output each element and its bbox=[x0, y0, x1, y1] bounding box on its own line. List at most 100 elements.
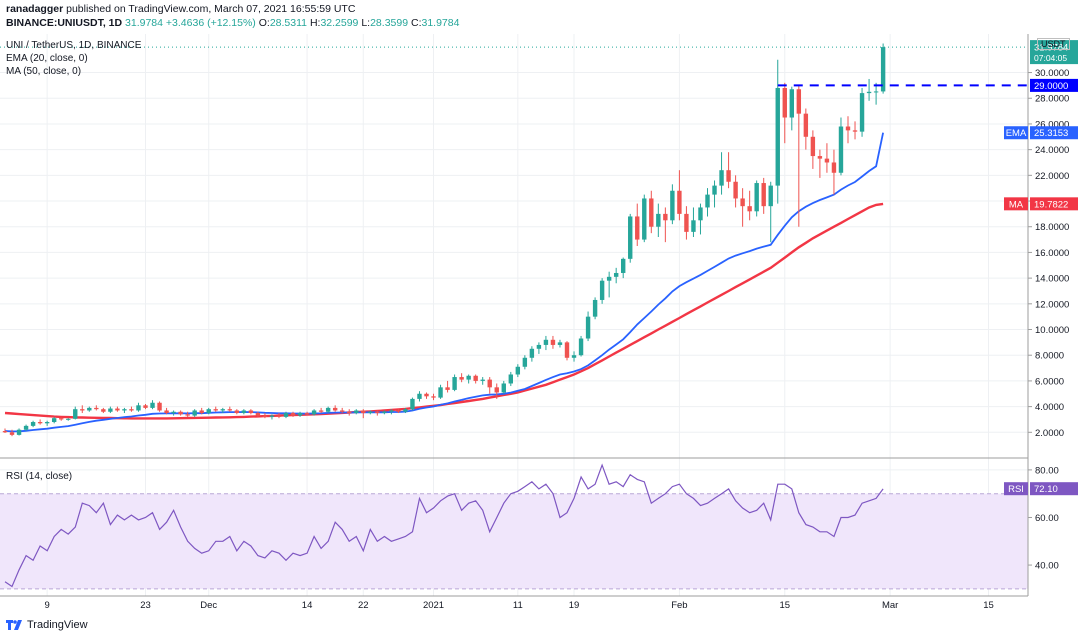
rsi-tag-value-bg bbox=[1030, 482, 1078, 496]
rsi-axis-ticks: 40.00 60.00 80.00 bbox=[1028, 465, 1059, 572]
candle-body bbox=[480, 379, 485, 381]
candle bbox=[318, 407, 324, 414]
candle-body bbox=[684, 213, 689, 232]
candle-body bbox=[178, 411, 183, 415]
candle bbox=[136, 402, 141, 412]
time-tick-label: 14 bbox=[302, 600, 313, 611]
candle bbox=[150, 400, 155, 410]
candle-body bbox=[761, 183, 766, 207]
time-tick-label: Mar bbox=[882, 600, 898, 611]
candle-body bbox=[754, 183, 759, 212]
ema-tag-value: 25.3153 bbox=[1034, 128, 1068, 139]
candle bbox=[255, 411, 261, 417]
candle bbox=[297, 411, 303, 417]
high-value: 32.2599 bbox=[320, 17, 359, 29]
candle bbox=[599, 278, 605, 304]
candle-body bbox=[642, 198, 647, 240]
candle bbox=[635, 203, 640, 246]
candle-body bbox=[164, 410, 169, 414]
candle bbox=[108, 406, 113, 414]
ema-tag-label: EMA bbox=[1006, 128, 1027, 139]
tradingview-footer[interactable]: TradingView bbox=[6, 619, 88, 631]
candle bbox=[466, 374, 471, 384]
open-value: 28.5311 bbox=[269, 17, 308, 29]
price-change: +3.4636 (+12.15%) bbox=[165, 17, 256, 29]
candle-body bbox=[775, 87, 780, 186]
candle-body bbox=[241, 410, 247, 414]
candle bbox=[276, 413, 282, 419]
candle-body bbox=[817, 156, 823, 159]
rsi-tick-label: 80.00 bbox=[1035, 465, 1059, 476]
candle bbox=[803, 108, 809, 150]
price-tick-label: 22.0000 bbox=[1035, 171, 1069, 182]
candle bbox=[178, 410, 183, 416]
candle bbox=[66, 418, 71, 421]
candle-body bbox=[318, 410, 324, 412]
level-tag: 29.0000 bbox=[1030, 78, 1078, 92]
candle bbox=[817, 149, 823, 178]
candle-body bbox=[606, 276, 612, 281]
candle-body bbox=[698, 207, 703, 221]
candle bbox=[838, 117, 844, 176]
ohlc-line: BINANCE:UNIUSDT, 1D 31.9784 +3.4636 (+12… bbox=[6, 17, 459, 29]
candle-body bbox=[276, 415, 282, 417]
candle-body bbox=[234, 410, 240, 414]
candle-body bbox=[705, 194, 710, 208]
candle-body bbox=[87, 407, 92, 411]
price-tick-label: 18.0000 bbox=[1035, 222, 1069, 233]
candle-body bbox=[789, 89, 794, 118]
time-tick-label: 22 bbox=[358, 600, 369, 611]
candle-body bbox=[304, 413, 310, 415]
candle bbox=[515, 364, 521, 378]
candle-body bbox=[733, 181, 738, 199]
price-tick-label: 10.0000 bbox=[1035, 325, 1069, 336]
candle bbox=[719, 152, 724, 195]
candles bbox=[2, 43, 886, 437]
currency-label[interactable]: USDT bbox=[1037, 38, 1070, 50]
rsi-tag-label-bg bbox=[1004, 482, 1028, 496]
candle bbox=[585, 311, 591, 342]
candle-body bbox=[635, 216, 640, 240]
time-tick-label: Feb bbox=[671, 600, 687, 611]
candle bbox=[368, 410, 373, 415]
candle bbox=[340, 407, 345, 414]
candle bbox=[283, 411, 289, 419]
publisher-name[interactable]: ranadagger bbox=[6, 3, 64, 15]
candle-body bbox=[621, 258, 626, 273]
candle-body bbox=[628, 216, 633, 259]
candle bbox=[199, 407, 204, 415]
candle bbox=[698, 203, 703, 235]
candle-body bbox=[838, 126, 844, 173]
candle bbox=[487, 377, 492, 394]
candle bbox=[747, 190, 752, 221]
candle-body bbox=[880, 47, 886, 92]
candle-body bbox=[23, 425, 29, 430]
legend-main: UNI / TetherUS, 1D, BINANCE bbox=[6, 40, 142, 51]
candle-body bbox=[44, 422, 50, 424]
candle bbox=[649, 190, 654, 234]
candle bbox=[122, 407, 127, 414]
candle bbox=[375, 410, 380, 416]
candle-body bbox=[824, 158, 830, 163]
candle bbox=[789, 86, 794, 131]
time-tick-label: 15 bbox=[983, 600, 994, 611]
level-tag-value: 29.0000 bbox=[1034, 81, 1068, 92]
candle bbox=[431, 393, 436, 401]
candle bbox=[206, 407, 211, 415]
candle-body bbox=[550, 339, 556, 345]
candle bbox=[73, 406, 78, 420]
candle-body bbox=[171, 411, 176, 414]
candle-body bbox=[613, 272, 619, 277]
candle bbox=[51, 416, 57, 424]
candle-body bbox=[585, 316, 591, 339]
price-tick-label: 8.0000 bbox=[1035, 351, 1064, 362]
candle bbox=[347, 409, 352, 416]
high-label: H: bbox=[309, 17, 321, 29]
ema20-path bbox=[4, 132, 884, 433]
candle-body bbox=[206, 409, 211, 414]
candle bbox=[866, 78, 872, 101]
candle-body bbox=[810, 136, 816, 157]
candle bbox=[740, 188, 745, 227]
candle bbox=[438, 384, 443, 399]
